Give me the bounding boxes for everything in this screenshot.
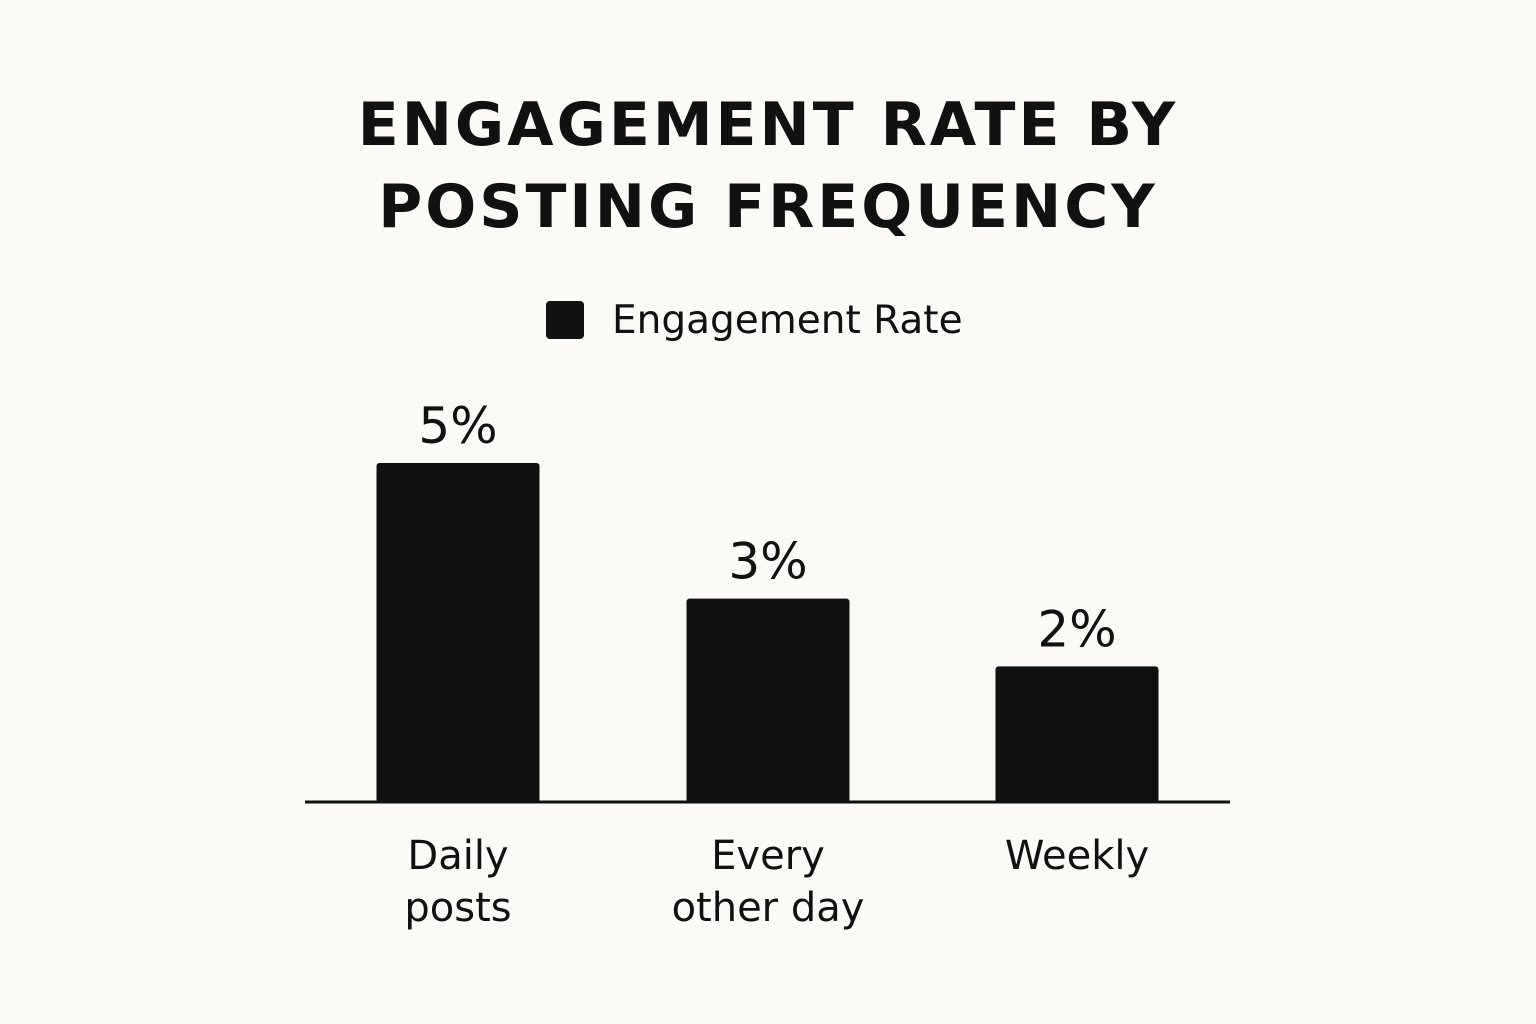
chart-title-line-1: ENGAGEMENT RATE BY xyxy=(357,90,1179,160)
value-label-1: 5% xyxy=(418,397,497,455)
x-tick-label-1-line-1: Daily xyxy=(407,833,508,879)
x-tick-label-3-line-1: Weekly xyxy=(1005,833,1149,879)
bar-3 xyxy=(995,666,1159,803)
chart-title-line-2: POSTING FREQUENCY xyxy=(378,172,1158,242)
value-label-2: 3% xyxy=(728,533,807,591)
value-label-3: 2% xyxy=(1037,600,1116,658)
bar-2 xyxy=(686,598,850,803)
chart-title: ENGAGEMENT RATE BY POSTING FREQUENCY xyxy=(0,84,1536,248)
bar-1 xyxy=(376,463,540,803)
legend-label: Engagement Rate xyxy=(612,297,963,343)
legend: Engagement Rate xyxy=(546,296,963,344)
legend-swatch xyxy=(546,301,584,339)
x-tick-label-2-line-1: Every xyxy=(711,833,825,879)
x-tick-label-2-line-2: other day xyxy=(672,885,865,931)
x-tick-label-1-line-2: posts xyxy=(404,885,511,931)
